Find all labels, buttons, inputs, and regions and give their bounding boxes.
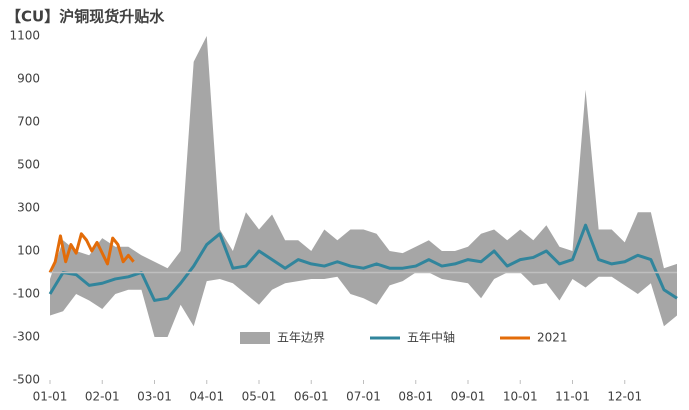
x-tick-label: 03-01 [137,390,172,404]
series-line [48,223,678,302]
legend-label: 2021 [537,331,568,345]
y-tick-label: -500 [13,373,40,387]
y-tick-label: 1100 [9,29,40,43]
legend-label: 五年中轴 [407,330,455,345]
y-tick-label: 100 [17,244,40,258]
x-tick-label: 10-01 [503,390,538,404]
x-tick-label: 01-01 [33,390,68,404]
legend-label: 五年边界 [277,331,325,345]
legend-swatch [240,332,270,344]
x-tick-label: 06-01 [294,390,329,404]
x-tick-label: 04-01 [189,390,224,404]
y-tick-label: 900 [17,72,40,86]
chart-title: 【CU】沪铜现货升贴水 [6,8,165,26]
x-tick-label: 08-01 [398,390,433,404]
x-tick-label: 02-01 [85,390,120,404]
y-tick-label: 300 [17,201,40,215]
series-line [48,232,135,274]
band-area [50,36,677,337]
x-tick-label: 09-01 [451,390,486,404]
y-tick-label: -100 [13,287,40,301]
x-tick-label: 07-01 [346,390,381,404]
y-tick-label: 700 [17,115,40,129]
x-tick-label: 12-01 [607,390,642,404]
y-tick-label: 500 [17,158,40,172]
x-tick-label: 05-01 [242,390,277,404]
y-tick-label: -300 [13,330,40,344]
x-tick-label: 11-01 [555,390,590,404]
